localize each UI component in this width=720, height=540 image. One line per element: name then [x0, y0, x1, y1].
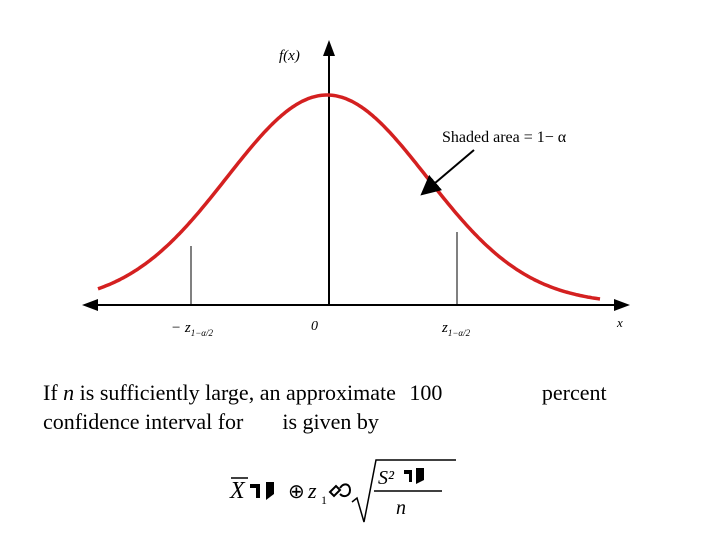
garbled-glyph-icon — [250, 482, 274, 500]
caption-line2-before: confidence interval for — [43, 409, 244, 434]
formula-z: z — [307, 478, 317, 503]
square-root-icon — [351, 459, 456, 523]
tick-label-right-subscript: 1−α/2 — [448, 328, 471, 338]
y-axis-arrow — [323, 40, 335, 56]
caption-line1-after: is sufficiently large, an approximate — [79, 380, 396, 405]
caption-line1-before: If — [43, 380, 58, 405]
garbled-numerator-icon — [404, 468, 424, 484]
x-axis-label: x — [616, 315, 623, 330]
caption-line-1: If n is sufficiently large, an approxima… — [43, 378, 683, 407]
formula-numerator: S² — [378, 467, 395, 489]
caption-line-2: confidence interval for is given by — [43, 407, 683, 436]
formula-xbar: X — [229, 478, 246, 504]
confidence-interval-formula: X ⊕ z 1 S² n — [229, 459, 456, 523]
caption-var-n: n — [63, 380, 75, 405]
tick-label-right: z1−α/2 — [441, 320, 471, 338]
formula-denominator: n — [396, 497, 406, 519]
caption-line1-end: percent — [541, 380, 607, 405]
formula-z-subscript: 1 — [321, 493, 327, 507]
annotation-text: Shaded area = 1− α — [442, 129, 567, 146]
tick-label-left-subscript: 1−α/2 — [191, 328, 214, 338]
caption-percent-prefix: 100 — [409, 380, 443, 405]
y-axis-label: f(x) — [279, 48, 300, 64]
caption-text: If n is sufficiently large, an approxima… — [43, 378, 683, 436]
tick-label-left: − z1−α/2 — [171, 320, 214, 338]
caption-line2-after: is given by — [282, 409, 379, 434]
x-axis-left-arrow — [82, 299, 98, 311]
garbled-subscript-icon — [328, 483, 352, 498]
plus-minus-icon: ⊕ — [288, 481, 305, 503]
normal-density-curve — [97, 93, 601, 301]
annotation-arrow — [420, 149, 475, 196]
x-axis-right-arrow — [614, 299, 630, 311]
tick-label-center: 0 — [311, 319, 318, 334]
